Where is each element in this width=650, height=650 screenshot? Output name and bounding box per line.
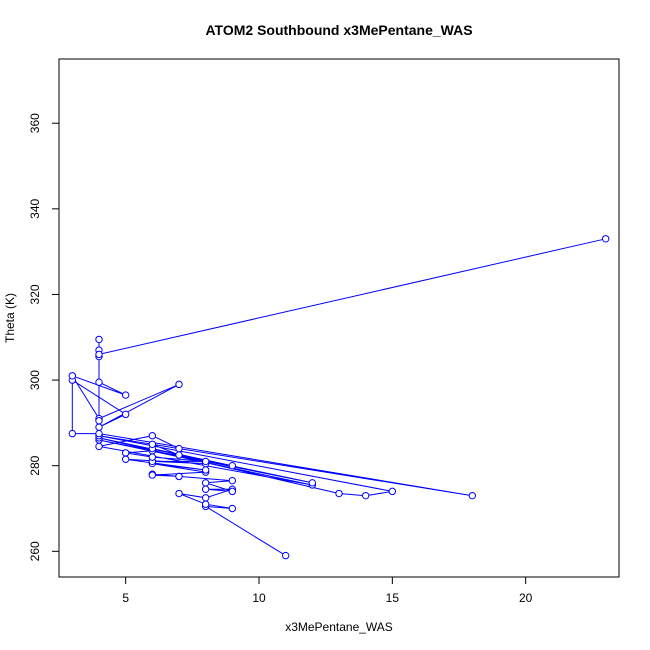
series-line xyxy=(71,238,606,557)
data-point xyxy=(95,350,103,359)
x-tick-label: 10 xyxy=(252,591,266,605)
data-point xyxy=(175,444,183,453)
data-point xyxy=(228,461,237,470)
x-axis-label: x3MePentane_WAS xyxy=(285,620,393,634)
x-tick-label: 15 xyxy=(386,591,400,605)
data-point xyxy=(121,449,130,457)
y-tick-label: 360 xyxy=(28,113,42,133)
data-point xyxy=(148,440,157,448)
data-point xyxy=(95,378,103,386)
data-point xyxy=(308,479,317,487)
data-point xyxy=(228,476,237,485)
data-point xyxy=(95,417,103,425)
data-point xyxy=(201,457,210,466)
data-point xyxy=(121,391,130,399)
data-point xyxy=(175,489,183,498)
data-point xyxy=(201,466,210,474)
data-point xyxy=(468,491,477,500)
y-axis-label: Theta (K) xyxy=(3,293,17,343)
y-tick-label: 260 xyxy=(28,541,42,561)
data-point xyxy=(228,504,237,513)
data-point xyxy=(361,491,370,500)
data-point xyxy=(148,453,157,461)
data-point xyxy=(335,489,343,498)
data-point xyxy=(68,372,77,380)
x-tick-label: 20 xyxy=(519,591,533,605)
plot-frame xyxy=(58,58,620,578)
x-axis: 5 10 15 20 xyxy=(122,577,533,605)
data-point xyxy=(281,551,290,560)
chart-title: ATOM2 Southbound x3MePentane_WAS xyxy=(205,22,472,38)
data-point xyxy=(95,335,103,344)
data-point xyxy=(201,500,210,508)
y-axis: 260 280 300 320 340 360 xyxy=(28,113,59,561)
data-point xyxy=(95,442,103,451)
y-tick-label: 300 xyxy=(28,370,42,390)
data-point xyxy=(601,235,610,243)
data-point xyxy=(121,455,130,463)
data-point xyxy=(201,494,210,502)
x-tick-label: 5 xyxy=(122,591,129,605)
data-point xyxy=(201,485,210,493)
data-point xyxy=(95,423,103,431)
data-point xyxy=(175,472,183,481)
series-group xyxy=(68,235,610,560)
y-tick-label: 340 xyxy=(28,199,42,219)
y-tick-label: 320 xyxy=(28,284,42,304)
y-tick-label: 280 xyxy=(28,455,42,475)
data-point xyxy=(201,479,210,487)
data-point xyxy=(95,429,103,438)
data-point xyxy=(175,451,183,459)
data-point xyxy=(228,487,237,496)
data-point xyxy=(388,487,397,496)
data-point xyxy=(148,471,157,479)
data-point xyxy=(148,432,157,440)
data-point xyxy=(68,429,77,438)
data-point xyxy=(175,380,183,389)
data-point xyxy=(121,410,130,419)
